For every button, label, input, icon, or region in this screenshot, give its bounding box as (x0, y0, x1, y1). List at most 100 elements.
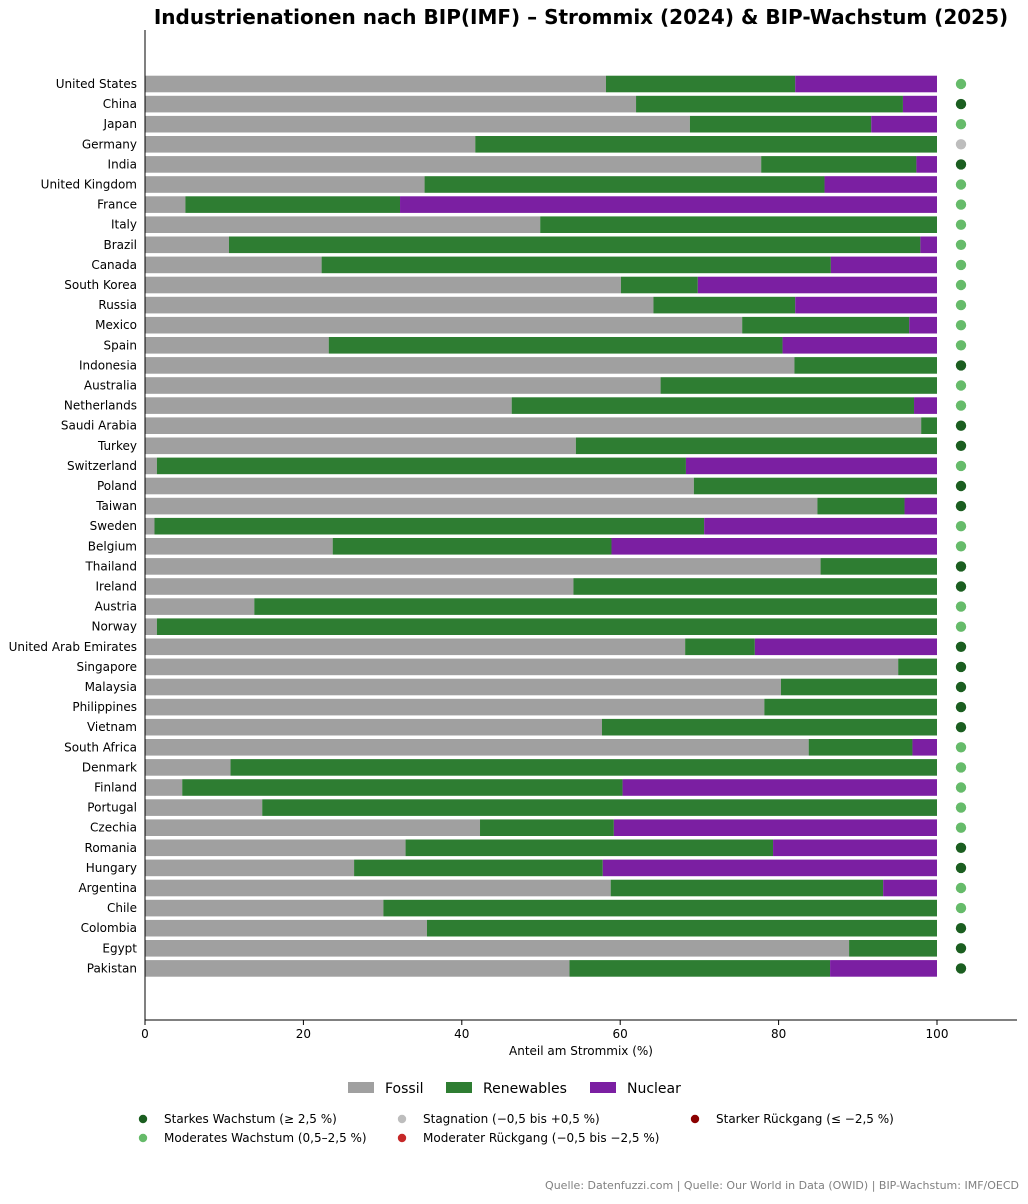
bar-renewables-39 (354, 859, 603, 877)
growth-dot (955, 742, 967, 753)
legend-label-fossil: Fossil (385, 1081, 424, 1097)
growth-dot (955, 199, 967, 210)
growth-legend-label: Starkes Wachstum (≥ 2,5 %) (164, 1112, 337, 1126)
y-tick-label: Turkey (97, 439, 137, 453)
bar-renewables-9 (321, 256, 831, 274)
bar-renewables-35 (182, 779, 623, 796)
bar-renewables-10 (620, 276, 698, 294)
bar-fossil-33 (145, 739, 809, 756)
bar-renewables-21 (817, 497, 905, 515)
bar-fossil-40 (145, 879, 611, 897)
bar-nuclear-2 (871, 115, 937, 133)
bar-fossil-42 (145, 919, 427, 937)
bar-nuclear-44 (830, 960, 937, 977)
growth-dot (955, 561, 967, 572)
bar-renewables-1 (636, 95, 903, 113)
bar-renewables-31 (764, 698, 937, 716)
bar-fossil-2 (145, 115, 690, 133)
bar-fossil-32 (145, 718, 602, 736)
y-tick-label: Austria (95, 600, 137, 614)
y-tick-label: Norway (91, 620, 137, 634)
growth-dot (955, 159, 967, 170)
bar-renewables-13 (328, 337, 783, 354)
growth-dot (955, 842, 967, 853)
bar-fossil-18 (145, 437, 576, 455)
y-tick-label: Chile (107, 901, 137, 915)
growth-dot (955, 862, 967, 874)
growth-dot (955, 179, 967, 190)
y-tick-label: Egypt (102, 941, 137, 955)
growth-legend-label: Starker Rückgang (≤ −2,5 %) (716, 1112, 894, 1126)
growth-legend-label: Moderater Rückgang (−0,5 bis −2,5 %) (423, 1131, 659, 1145)
x-axis-label: Anteil am Strommix (%) (509, 1044, 653, 1058)
y-tick-label: Argentina (78, 881, 137, 895)
bar-renewables-44 (569, 960, 831, 977)
source-note: Quelle: Datenfuzzi.com | Quelle: Our Wor… (545, 1179, 1019, 1192)
bar-nuclear-4 (916, 156, 937, 173)
y-tick-label: Belgium (88, 539, 137, 553)
bar-fossil-19 (145, 457, 157, 475)
bar-fossil-0 (145, 75, 606, 93)
legend-label-renewables: Renewables (483, 1081, 567, 1097)
bar-nuclear-40 (883, 879, 937, 897)
y-tick-label: Sweden (90, 519, 137, 533)
growth-dot (955, 299, 967, 311)
y-tick-label: South Africa (64, 740, 137, 754)
growth-dot (955, 923, 967, 934)
bar-renewables-6 (185, 196, 401, 213)
bar-nuclear-6 (400, 196, 937, 213)
bar-renewables-3 (475, 136, 937, 153)
growth-dot (955, 340, 967, 351)
bar-fossil-21 (145, 497, 818, 515)
y-tick-label: Saudi Arabia (61, 419, 137, 433)
bar-fossil-28 (145, 638, 686, 656)
growth-dot (955, 98, 967, 110)
growth-dot (955, 963, 967, 974)
bar-renewables-25 (573, 578, 937, 595)
legend-label-nuclear: Nuclear (627, 1081, 681, 1097)
growth-dot (955, 822, 967, 833)
growth-dot (955, 641, 967, 652)
growth-dot (955, 139, 967, 150)
y-tick-label: India (108, 157, 137, 171)
y-tick-label: Czechia (90, 821, 137, 835)
bar-renewables-11 (653, 296, 796, 314)
bar-renewables-26 (254, 598, 937, 615)
y-tick-label: Canada (91, 258, 137, 272)
bar-renewables-42 (426, 919, 937, 937)
y-axis-labels: United States China Japan Germany India Unite… (9, 77, 138, 975)
x-tick-label: 80 (771, 1027, 786, 1041)
bar-fossil-12 (145, 316, 743, 334)
bar-fossil-3 (145, 136, 476, 153)
bar-nuclear-1 (902, 95, 937, 113)
growth-dot (955, 380, 967, 391)
bar-fossil-44 (145, 960, 570, 977)
y-tick-label: United Kingdom (41, 178, 137, 192)
growth-legend-dot (138, 1114, 148, 1124)
y-tick-label: Brazil (104, 238, 138, 252)
growth-dot (955, 78, 967, 90)
growth-dot (955, 701, 967, 713)
bar-renewables-23 (332, 538, 612, 555)
bar-renewables-19 (156, 457, 686, 475)
growth-legend-dot (397, 1114, 407, 1124)
legend-swatch-fossil (348, 1082, 374, 1093)
growth-dots (955, 78, 967, 974)
bar-fossil-27 (145, 618, 157, 635)
chart-title: Industrienationen nach BIP(IMF) – Stromm… (154, 5, 1008, 29)
bar-fossil-7 (145, 216, 541, 233)
bar-fossil-16 (145, 397, 512, 414)
growth-dot (955, 460, 967, 472)
bar-renewables-5 (424, 176, 825, 193)
y-tick-label: Switzerland (67, 459, 137, 473)
bar-renewables-12 (742, 316, 910, 334)
bar-fossil-14 (145, 357, 795, 374)
y-tick-label: Japan (103, 117, 137, 131)
bar-renewables-8 (228, 236, 921, 254)
y-tick-label: China (103, 97, 137, 111)
bar-nuclear-22 (704, 517, 937, 535)
growth-dot (955, 259, 967, 271)
bar-fossil-25 (145, 578, 574, 595)
y-tick-label: Germany (82, 137, 137, 151)
y-tick-label: Poland (97, 479, 137, 493)
